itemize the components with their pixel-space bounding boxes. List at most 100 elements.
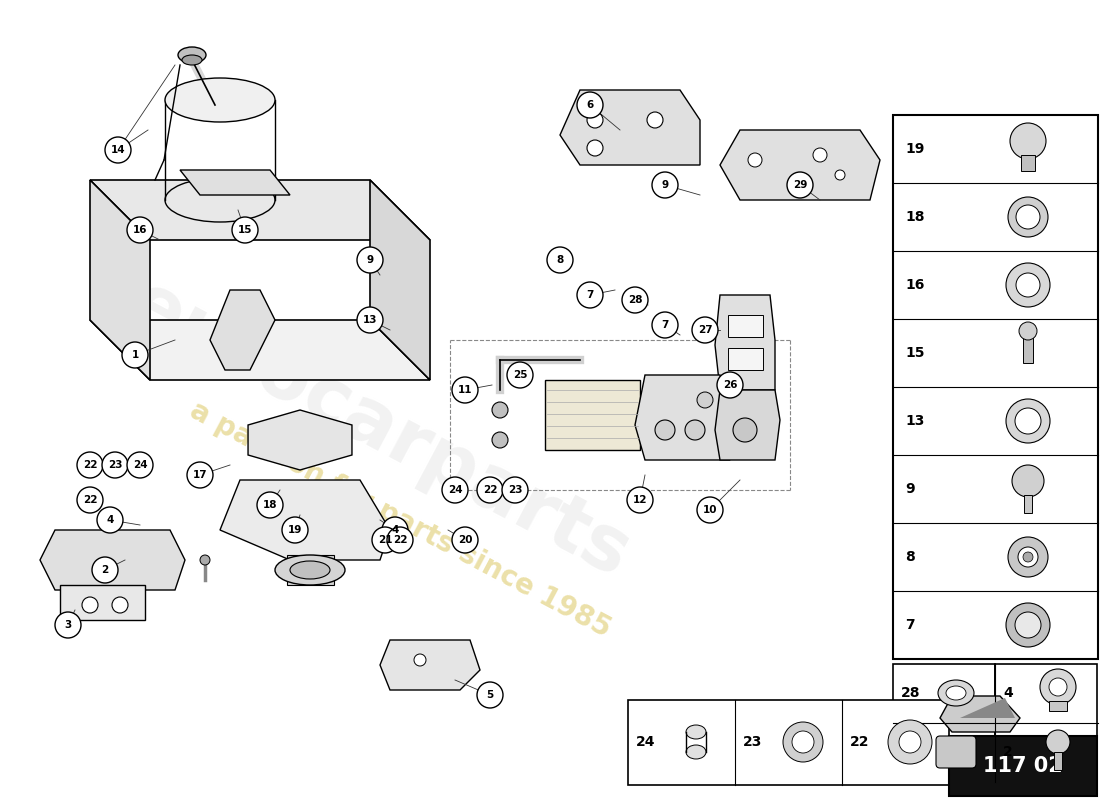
Bar: [1049, 701, 1067, 711]
Circle shape: [477, 477, 503, 503]
Text: 9: 9: [661, 180, 669, 190]
Circle shape: [102, 452, 128, 478]
Circle shape: [733, 418, 757, 442]
Circle shape: [1018, 547, 1038, 567]
Circle shape: [547, 247, 573, 273]
Circle shape: [358, 307, 383, 333]
Circle shape: [621, 287, 648, 313]
Text: 11: 11: [458, 385, 472, 395]
Circle shape: [685, 420, 705, 440]
Circle shape: [1015, 612, 1041, 638]
Ellipse shape: [182, 55, 202, 65]
Text: 4: 4: [1003, 686, 1013, 700]
Circle shape: [835, 170, 845, 180]
Circle shape: [587, 140, 603, 156]
Text: 10: 10: [703, 505, 717, 515]
Circle shape: [1049, 678, 1067, 696]
Circle shape: [1006, 399, 1050, 443]
Text: 26: 26: [723, 380, 737, 390]
Text: 25: 25: [513, 370, 527, 380]
Text: 15: 15: [238, 225, 252, 235]
Polygon shape: [210, 290, 275, 370]
Text: 4: 4: [392, 525, 398, 535]
Text: 23: 23: [742, 735, 762, 749]
Circle shape: [502, 477, 528, 503]
Text: 24: 24: [133, 460, 147, 470]
Text: 28: 28: [628, 295, 642, 305]
Circle shape: [372, 527, 398, 553]
Polygon shape: [940, 696, 1020, 732]
Circle shape: [257, 492, 283, 518]
Text: 14: 14: [111, 145, 125, 155]
Text: 8: 8: [905, 550, 915, 564]
Text: 7: 7: [905, 618, 914, 632]
Text: 18: 18: [905, 210, 924, 224]
Text: 22: 22: [483, 485, 497, 495]
Ellipse shape: [165, 78, 275, 122]
Polygon shape: [379, 640, 480, 690]
Circle shape: [1023, 552, 1033, 562]
Polygon shape: [635, 375, 730, 460]
Circle shape: [1008, 537, 1048, 577]
Circle shape: [652, 172, 678, 198]
Text: 8: 8: [557, 255, 563, 265]
Ellipse shape: [938, 680, 974, 706]
Circle shape: [442, 477, 468, 503]
Circle shape: [1046, 730, 1070, 754]
Bar: [996, 664, 1097, 782]
Text: 27: 27: [901, 745, 921, 759]
Circle shape: [1006, 603, 1050, 647]
Circle shape: [1040, 669, 1076, 705]
Circle shape: [899, 731, 921, 753]
Circle shape: [692, 317, 718, 343]
Circle shape: [77, 452, 103, 478]
Text: 12: 12: [632, 495, 647, 505]
Circle shape: [126, 217, 153, 243]
Text: eurocarparts: eurocarparts: [117, 266, 644, 594]
Text: 1: 1: [131, 350, 139, 360]
Polygon shape: [90, 180, 150, 380]
Ellipse shape: [686, 725, 706, 739]
Polygon shape: [248, 410, 352, 470]
Circle shape: [232, 217, 258, 243]
Circle shape: [578, 92, 603, 118]
Circle shape: [92, 557, 118, 583]
Bar: [544, 380, 640, 450]
Text: 19: 19: [288, 525, 302, 535]
Circle shape: [1008, 197, 1048, 237]
Text: 7: 7: [586, 290, 594, 300]
Polygon shape: [960, 698, 1015, 718]
Polygon shape: [60, 585, 145, 620]
Circle shape: [1006, 263, 1050, 307]
Polygon shape: [715, 295, 775, 390]
Text: 22: 22: [82, 460, 97, 470]
Text: 3: 3: [65, 620, 72, 630]
Circle shape: [282, 517, 308, 543]
Circle shape: [578, 282, 603, 308]
Polygon shape: [560, 90, 700, 165]
Circle shape: [77, 487, 103, 513]
Text: 22: 22: [393, 535, 407, 545]
Text: 7: 7: [661, 320, 669, 330]
Bar: [1021, 155, 1035, 171]
Bar: [1024, 495, 1032, 513]
Text: 28: 28: [901, 686, 921, 700]
Polygon shape: [180, 170, 290, 195]
Text: 15: 15: [905, 346, 924, 360]
Bar: [949, 736, 1097, 796]
Circle shape: [652, 312, 678, 338]
Polygon shape: [90, 320, 430, 380]
Circle shape: [786, 172, 813, 198]
Polygon shape: [715, 390, 780, 460]
Circle shape: [97, 507, 123, 533]
Text: 22: 22: [82, 495, 97, 505]
Polygon shape: [720, 130, 880, 200]
Circle shape: [697, 497, 723, 523]
Text: 2: 2: [101, 565, 109, 575]
Circle shape: [1016, 273, 1040, 297]
Text: 117 02: 117 02: [983, 756, 1063, 776]
Polygon shape: [40, 530, 185, 590]
Circle shape: [1010, 123, 1046, 159]
Polygon shape: [220, 480, 390, 560]
Circle shape: [654, 420, 675, 440]
